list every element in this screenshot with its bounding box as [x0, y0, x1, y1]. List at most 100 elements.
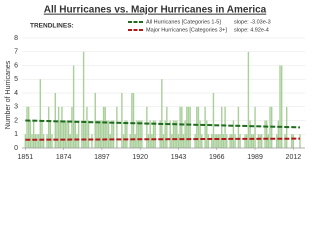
bar	[184, 120, 186, 148]
x-tick-label: 1874	[56, 154, 72, 161]
bar	[269, 106, 271, 148]
y-tick-label: 5	[14, 76, 18, 83]
bar	[171, 134, 173, 148]
bar	[147, 134, 150, 148]
y-tick-label: 3	[14, 104, 18, 111]
bar	[59, 120, 61, 148]
bar	[182, 134, 185, 148]
x-tick-label: 1989	[247, 154, 263, 161]
bar	[229, 134, 231, 148]
bar	[277, 120, 280, 148]
bar	[237, 106, 240, 148]
bar	[206, 120, 208, 148]
bar	[124, 120, 126, 148]
legend-title: TRENDLINES:	[30, 23, 74, 30]
x-tick-label: 1897	[94, 154, 110, 161]
bar	[57, 106, 60, 148]
bar	[194, 134, 196, 148]
bar	[224, 106, 226, 148]
bar	[39, 79, 42, 148]
bar	[290, 134, 293, 148]
bar	[96, 120, 98, 148]
bar	[106, 120, 108, 148]
bar	[279, 65, 281, 148]
bar	[136, 120, 138, 148]
bar	[152, 120, 155, 148]
bar	[164, 120, 166, 148]
x-tick-label: 1943	[171, 154, 187, 161]
bar	[107, 120, 110, 148]
bar	[32, 120, 35, 148]
bar	[249, 120, 251, 148]
bar	[292, 134, 295, 148]
bar	[76, 134, 78, 148]
bar	[221, 106, 223, 148]
bar	[56, 120, 58, 148]
bar	[46, 134, 48, 148]
bar	[189, 106, 191, 148]
y-tick-label: 1	[14, 131, 18, 138]
bar	[24, 134, 27, 148]
y-tick-label: 7	[14, 49, 18, 56]
bar	[141, 120, 143, 148]
bar	[132, 93, 135, 148]
bar	[211, 134, 213, 148]
bar	[176, 120, 178, 148]
bar	[37, 134, 40, 148]
bar	[197, 106, 200, 148]
bar	[129, 134, 131, 148]
bar	[131, 93, 133, 148]
y-tick-label: 6	[14, 62, 18, 69]
bar	[299, 134, 301, 148]
bar	[196, 106, 198, 148]
y-tick-label: 8	[14, 35, 18, 42]
bar	[231, 134, 233, 148]
bar	[162, 134, 165, 148]
bar	[186, 106, 188, 148]
bar	[94, 93, 96, 148]
bar	[139, 120, 141, 148]
x-tick-label: 1966	[209, 154, 225, 161]
bar	[257, 134, 260, 148]
bar	[149, 120, 151, 148]
bar	[207, 134, 210, 148]
bar	[41, 120, 43, 148]
bar	[172, 120, 175, 148]
bar	[154, 120, 156, 148]
bar	[97, 120, 100, 148]
bar	[77, 120, 80, 148]
x-tick-label: 2012	[286, 154, 302, 161]
bar	[66, 120, 68, 148]
bar	[71, 106, 73, 148]
bar	[101, 120, 103, 148]
bar	[49, 120, 52, 148]
trendline	[25, 137, 301, 141]
legend-slope: slope: 4.92e-4	[234, 27, 269, 33]
bar	[69, 134, 71, 148]
bar	[29, 120, 32, 148]
y-tick-label: 2	[14, 117, 18, 124]
bar	[239, 134, 241, 148]
bar	[216, 134, 218, 148]
bar	[266, 120, 268, 148]
bar	[61, 106, 63, 148]
bar	[109, 134, 111, 148]
bar	[126, 120, 128, 148]
bar	[234, 134, 236, 148]
bar	[134, 134, 136, 148]
bar	[151, 134, 153, 148]
x-tick-label: 1920	[132, 154, 148, 161]
bar	[214, 134, 216, 148]
bar	[264, 120, 266, 148]
bar	[169, 120, 171, 148]
bar	[67, 120, 70, 148]
bar	[91, 134, 93, 148]
bar	[82, 51, 85, 148]
bar	[252, 134, 255, 148]
bar	[161, 79, 163, 148]
bar	[112, 120, 115, 148]
bar	[259, 134, 261, 148]
bar	[86, 106, 88, 148]
bar	[177, 134, 180, 148]
bar	[159, 120, 161, 148]
